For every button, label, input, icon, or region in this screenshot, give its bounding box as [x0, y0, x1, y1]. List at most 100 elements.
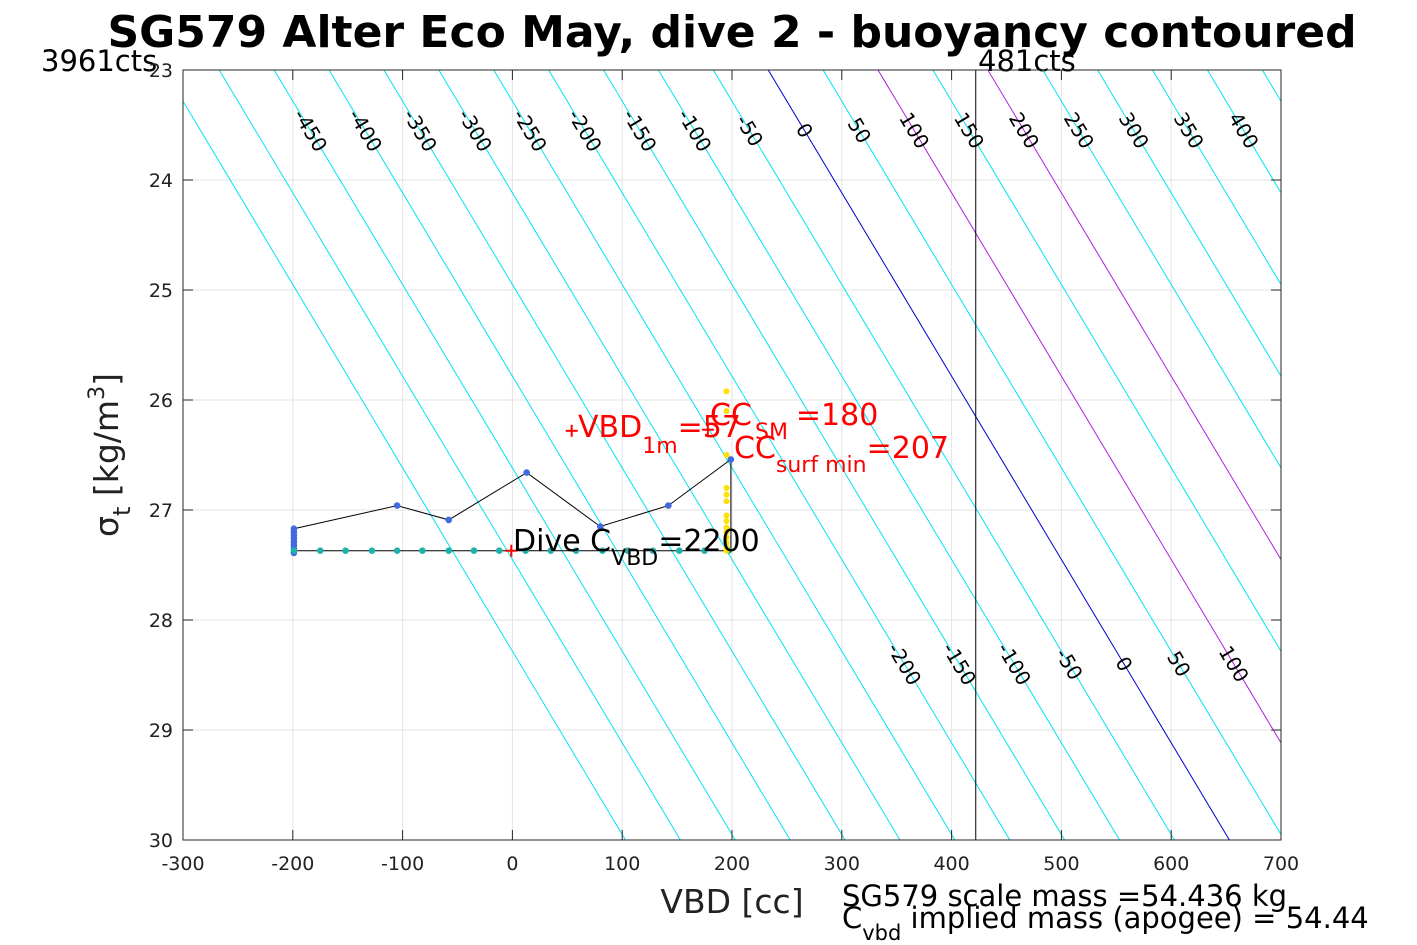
contour-line: [438, 70, 901, 840]
y-label-sup: 3: [85, 386, 110, 400]
x-tick-label: 100: [604, 853, 640, 875]
cc-annotation: CC =180: [710, 398, 878, 433]
contour-line: [877, 70, 1281, 744]
x-tick-label: 700: [1263, 853, 1299, 875]
y-tick-label: 29: [149, 720, 173, 742]
contour-label-bottom: -150: [937, 638, 981, 689]
cc-surf-value: =207: [867, 431, 949, 466]
contour-label-top: 400: [1224, 108, 1264, 153]
contour-line: [603, 70, 1066, 840]
contour-labels: -450 -400 -350 -300 -250 -200 -150 -100 -50 0 50 10…: [288, 105, 1263, 690]
x-tick-label: 500: [1043, 853, 1079, 875]
climb-points-point: [368, 547, 376, 554]
contour-label-top: -400: [343, 105, 387, 156]
contour-label-top: 300: [1114, 108, 1154, 153]
climb-points-point: [290, 547, 298, 554]
x-tick-label: -200: [271, 853, 314, 875]
surface-points-point: [723, 534, 730, 541]
y-tick-label: 28: [149, 610, 173, 632]
dive-points-point: [445, 516, 453, 524]
contour-line: [1152, 70, 1281, 286]
contour-line: [1317, 70, 1417, 840]
right-counts-label: 481cts: [978, 44, 1076, 78]
x-tick-label: 400: [933, 853, 969, 875]
y-tick-label: 23: [149, 60, 173, 82]
y-tick-label: 27: [149, 500, 173, 522]
dive-cvbd-sub: VBD: [611, 546, 658, 571]
x-tick-label: 300: [824, 853, 860, 875]
footer-c-sub: vbd: [862, 921, 901, 945]
contour-line: [932, 70, 1281, 653]
contour-label-bottom: -50: [1050, 644, 1087, 684]
surface-points-point: [723, 498, 730, 505]
surface-points-point: [723, 388, 730, 395]
contour-label-bottom: -100: [992, 638, 1036, 689]
contour-line: [328, 70, 791, 840]
cc-surf-annotation: CCsurf min=207: [734, 431, 949, 478]
axis-ticks: -300 -200 -100 0 100 200 300 400 500 600 700232425…: [149, 60, 1299, 875]
buoyancy-contours: [183, 70, 1417, 840]
climb-points-point: [547, 547, 555, 554]
cc-surf-sub: surf min: [776, 453, 867, 478]
left-counts-label: 3961cts: [41, 44, 157, 78]
dive-points-point: [523, 469, 530, 476]
x-tick-label: 200: [714, 853, 750, 875]
contour-line: [548, 70, 1011, 840]
contour-label-top: 0: [791, 119, 818, 142]
vbd-1m-sub: 1m: [642, 434, 677, 459]
surface-points-point: [723, 529, 730, 535]
cc-main: CC: [710, 398, 752, 433]
annotation-markers: [505, 423, 714, 557]
climb-points-point: [342, 547, 349, 554]
grid-lines: [182, 69, 1282, 841]
contour-label-top: -150: [618, 105, 662, 156]
footer-scale-mass: SG579 scale mass =54.436 kg: [842, 879, 1287, 913]
climb-points-point: [599, 547, 606, 554]
climb-points-point: [419, 547, 426, 554]
contour-label-top: -100: [673, 105, 717, 156]
contour-line: [1042, 70, 1281, 469]
chart-title: SG579 Alter Eco May, dive 2 - buoyancy c…: [107, 7, 1356, 58]
contour-line: [273, 70, 736, 840]
cc-value: =180: [796, 398, 878, 433]
contour-line: [183, 100, 626, 840]
climb-points-point: [316, 547, 324, 554]
dive-points-point: [393, 502, 401, 509]
y-label-bracket: [kg/m: [87, 400, 126, 507]
sm-annotation: SM: [755, 420, 788, 445]
surface-points-point: [723, 547, 730, 554]
surface-points-point: [723, 540, 730, 546]
contour-line: [1097, 70, 1281, 378]
contour-label-top: -450: [288, 105, 332, 156]
y-tick-label: 25: [149, 280, 173, 302]
x-tick-label: 600: [1153, 853, 1189, 875]
dive-cvbd-value: =2200: [658, 524, 759, 559]
y-tick-label: 30: [149, 830, 173, 852]
y-tick-label: 24: [149, 170, 173, 192]
climb-points-point: [572, 547, 580, 554]
vbd-1m-annotation: VBD1m=57: [578, 410, 741, 459]
surface-points-point: [723, 491, 730, 498]
data-series: [290, 388, 735, 557]
y-tick-label: 26: [149, 390, 173, 412]
contour-label-top: 150: [949, 108, 989, 153]
contour-label-top: -50: [731, 110, 768, 150]
cc-surf-main: CC: [734, 431, 776, 466]
contour-label-bottom: 100: [1214, 641, 1254, 686]
contour-label-bottom: 0: [1110, 652, 1137, 675]
x-tick-label: -300: [161, 853, 204, 875]
climb-points-point: [701, 547, 708, 554]
contour-line: [658, 70, 1121, 840]
x-tick-label: -100: [381, 853, 424, 875]
contour-label-top: -250: [508, 105, 552, 156]
contour-label-top: -350: [398, 105, 442, 156]
y-label-sub: t: [108, 507, 136, 516]
contour-line: [767, 70, 1230, 840]
contour-line: [987, 70, 1281, 561]
footer-c-main: C: [842, 901, 862, 935]
climb-points-point: [649, 547, 657, 554]
climb-points-point: [445, 547, 453, 554]
vbd-1m-value: =57: [678, 410, 741, 445]
contour-line: [822, 70, 1281, 836]
contour-line: [218, 70, 681, 840]
